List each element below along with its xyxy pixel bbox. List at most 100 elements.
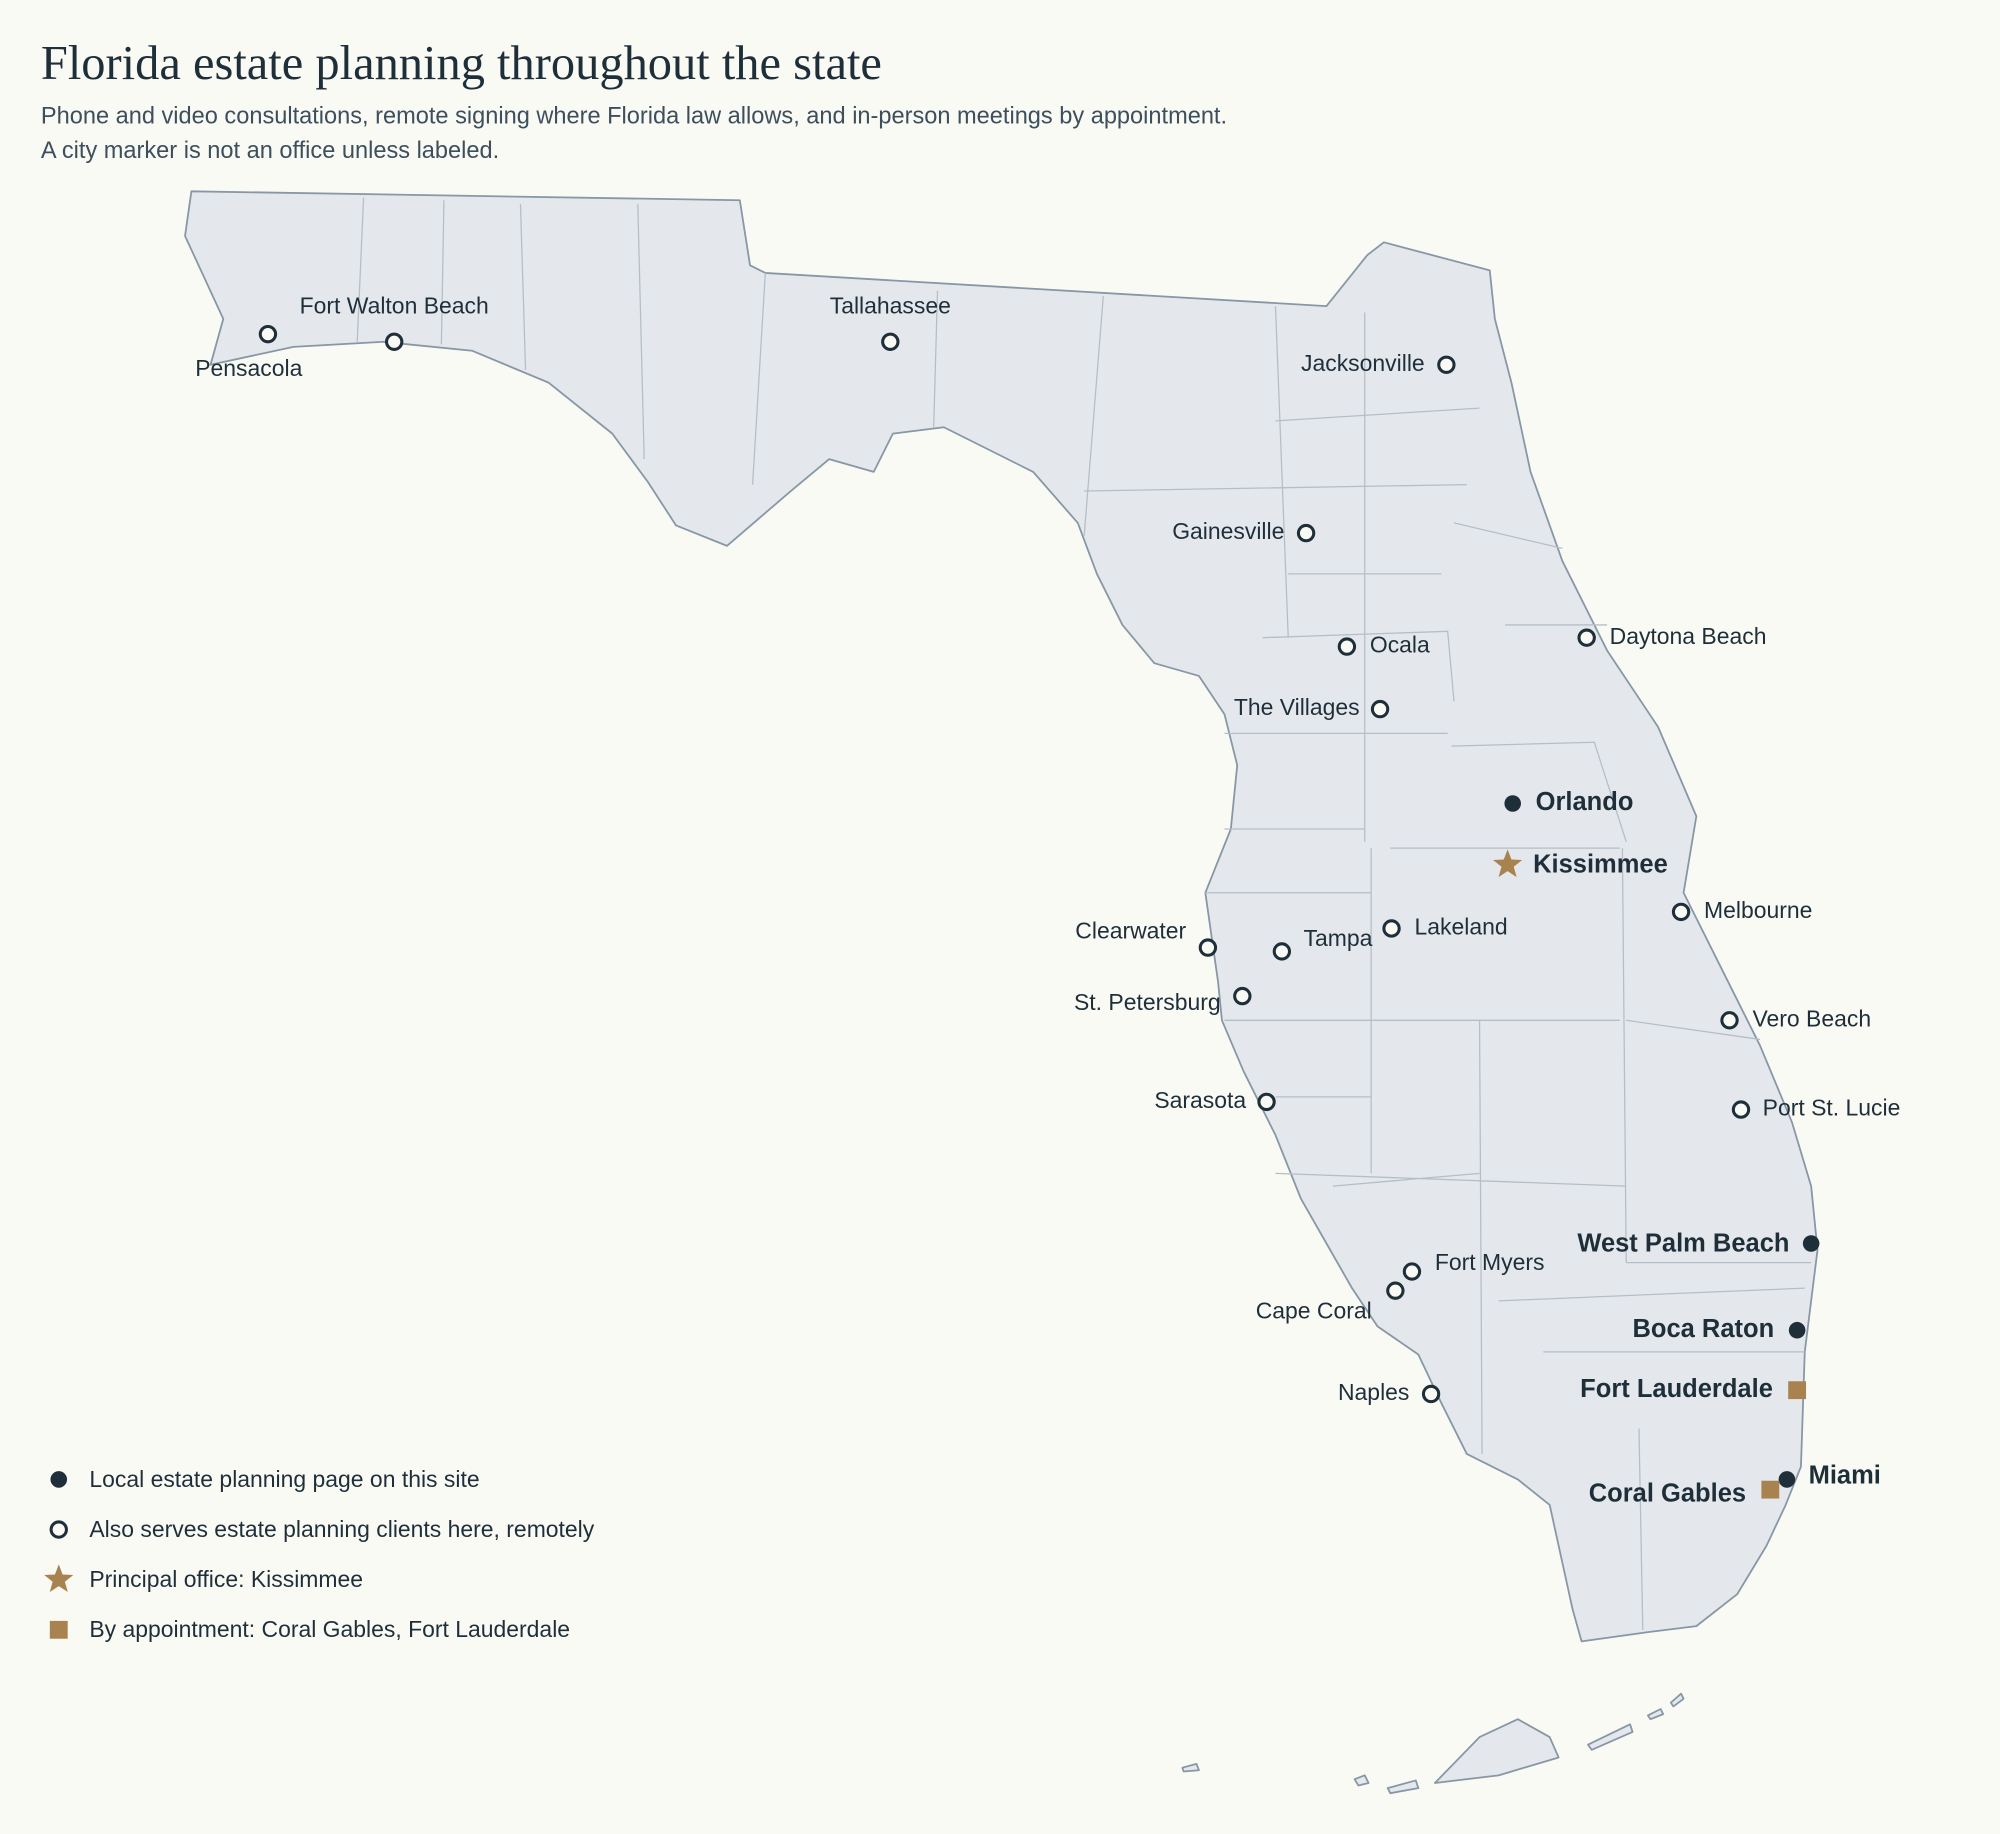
island xyxy=(1587,1723,1634,1751)
city-label: Jacksonville xyxy=(1301,350,1425,376)
island xyxy=(1181,1762,1200,1773)
city-label: Tallahassee xyxy=(830,292,951,318)
county-lines xyxy=(356,197,1812,1630)
city-label: Fort Myers xyxy=(1435,1249,1545,1275)
city: Cape Coral xyxy=(1256,1281,1405,1323)
marker-open xyxy=(1720,1011,1739,1030)
marker-star xyxy=(44,1564,74,1593)
title: Florida estate planning throughout the s… xyxy=(41,37,882,90)
island xyxy=(1353,1774,1370,1787)
city: Jacksonville xyxy=(1301,350,1456,376)
island xyxy=(1647,1708,1665,1721)
marker-open xyxy=(1402,1262,1422,1281)
city-label: Lakeland xyxy=(1414,914,1507,940)
legend-label: By appointment: Coral Gables, Fort Laude… xyxy=(89,1616,570,1642)
city: Fort Myers xyxy=(1402,1249,1545,1281)
city: Coral Gables xyxy=(1589,1479,1780,1507)
island xyxy=(1434,1718,1560,1784)
marker-open xyxy=(1437,355,1456,374)
marker-square xyxy=(1761,1480,1780,1499)
city: St. Petersburg xyxy=(1074,986,1252,1015)
city: Pensacola xyxy=(195,324,303,381)
marker-open xyxy=(1337,637,1357,656)
city: Lakeland xyxy=(1382,914,1508,940)
city-label: Clearwater xyxy=(1075,917,1186,943)
legend-label: Principal office: Kissimmee xyxy=(89,1566,363,1592)
city-label: St. Petersburg xyxy=(1074,989,1221,1015)
marker-open xyxy=(1198,938,1218,957)
city-label: Melbourne xyxy=(1704,897,1812,923)
city: Tallahassee xyxy=(830,292,951,351)
marker-star xyxy=(1493,849,1523,878)
legend-item: By appointment: Coral Gables, Fort Laude… xyxy=(49,1616,570,1642)
island xyxy=(1669,1692,1685,1708)
legend-item: Principal office: Kissimmee xyxy=(44,1564,363,1593)
city: Gainesville xyxy=(1172,518,1316,544)
city-label: Pensacola xyxy=(195,355,302,381)
marker-open xyxy=(1370,699,1390,719)
marker-filled xyxy=(1802,1235,1820,1252)
city-label: Miami xyxy=(1809,1462,1881,1490)
marker-filled xyxy=(1778,1471,1796,1488)
city-label: Tampa xyxy=(1304,925,1373,951)
city: Vero Beach xyxy=(1720,1005,1871,1031)
marker-open xyxy=(881,332,900,351)
marker-filled xyxy=(1504,795,1521,812)
marker-open xyxy=(1421,1384,1441,1404)
city-label: Daytona Beach xyxy=(1610,623,1767,649)
city-label: Kissimmee xyxy=(1533,851,1668,879)
city-label: Boca Raton xyxy=(1632,1315,1774,1343)
city: Clearwater xyxy=(1075,917,1218,957)
city: Miami xyxy=(1778,1462,1881,1490)
city-label: Sarasota xyxy=(1154,1087,1246,1113)
legend-label: Also serves estate planning clients here… xyxy=(89,1516,594,1542)
city: Kissimmee xyxy=(1493,849,1668,879)
city: Ocala xyxy=(1337,632,1430,658)
city-label: Gainesville xyxy=(1172,518,1284,544)
marker-open xyxy=(1577,628,1596,647)
city-label: Orlando xyxy=(1536,788,1634,816)
city: The Villages xyxy=(1234,694,1390,720)
city-label: West Palm Beach xyxy=(1577,1230,1789,1258)
city-label: Ocala xyxy=(1370,632,1430,658)
marker-open xyxy=(258,324,278,344)
city: Boca Raton xyxy=(1632,1315,1806,1343)
subtitle: Phone and video consultations, remote si… xyxy=(41,103,1227,129)
city-label: Port St. Lucie xyxy=(1763,1095,1901,1121)
marker-open xyxy=(1382,919,1401,938)
marker-open xyxy=(1386,1281,1405,1300)
city-label: Cape Coral xyxy=(1256,1297,1372,1323)
city-label: Fort Walton Beach xyxy=(300,292,489,318)
city-label: Coral Gables xyxy=(1589,1479,1746,1507)
legend-item: Also serves estate planning clients here… xyxy=(49,1516,595,1542)
florida xyxy=(184,190,1819,1795)
marker-square xyxy=(49,1620,68,1639)
city: Tampa xyxy=(1272,925,1373,961)
marker-open xyxy=(1731,1100,1751,1119)
marker-open xyxy=(1296,523,1316,543)
marker-open xyxy=(385,332,404,351)
legend-item: Local estate planning page on this site xyxy=(50,1466,480,1492)
subtitle: A city marker is not an office unless la… xyxy=(41,137,499,163)
city: Port St. Lucie xyxy=(1731,1095,1901,1121)
city: Melbourne xyxy=(1671,897,1812,923)
city: Fort Walton Beach xyxy=(300,292,489,351)
marker-filled xyxy=(50,1471,68,1488)
marker-open xyxy=(1272,942,1292,961)
island xyxy=(1386,1779,1420,1795)
marker-open xyxy=(1233,986,1252,1006)
marker-square xyxy=(1788,1381,1807,1400)
legend-label: Local estate planning page on this site xyxy=(89,1466,479,1492)
city-label: Fort Lauderdale xyxy=(1580,1375,1773,1403)
cities: Pensacola Fort Walton Beach Tallahassee Jac… xyxy=(195,292,1900,1507)
city: Sarasota xyxy=(1154,1087,1276,1113)
city: Naples xyxy=(1338,1379,1441,1405)
city: Orlando xyxy=(1504,788,1633,816)
marker-open xyxy=(1671,902,1691,922)
marker-filled xyxy=(1788,1321,1806,1339)
city: West Palm Beach xyxy=(1577,1230,1820,1258)
city: Fort Lauderdale xyxy=(1580,1375,1807,1403)
marker-open xyxy=(49,1520,68,1539)
